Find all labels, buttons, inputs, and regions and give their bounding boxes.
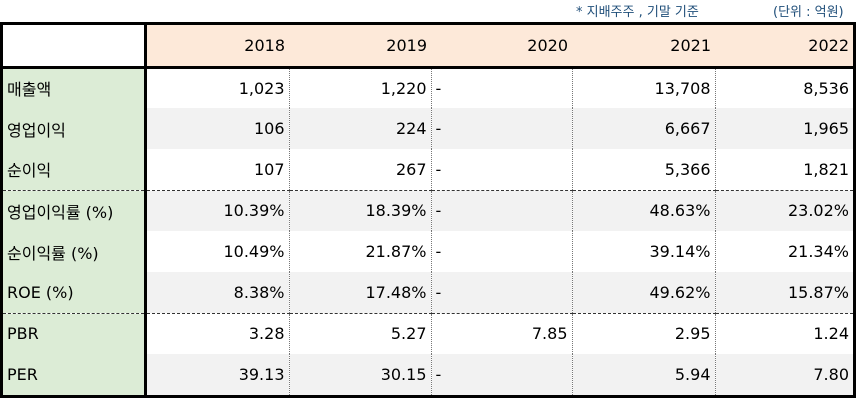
table-row: 매출액 1,023 1,220 - 13,708 8,536	[3, 67, 853, 108]
table-row: 영업이익 106 224 - 6,667 1,965	[3, 108, 853, 149]
cell-value: 39.14%	[572, 231, 716, 272]
row-label: 영업이익	[3, 108, 147, 149]
table-row: 영업이익률 (%) 10.39% 18.39% - 48.63% 23.02%	[3, 190, 853, 231]
row-label: ROE (%)	[3, 272, 147, 314]
cell-value: 5.94	[572, 354, 716, 395]
cell-value: 39.13	[145, 354, 290, 395]
cell-value: 7.85	[431, 313, 573, 354]
table-row: PER 39.13 30.15 - 5.94 7.80	[3, 354, 853, 395]
cell-value: 23.02%	[715, 190, 853, 231]
cell-value: 1,023	[145, 67, 290, 108]
cell-value: 2.95	[572, 313, 716, 354]
year-header: 2019	[289, 25, 431, 69]
table-row: ROE (%) 8.38% 17.48% - 49.62% 15.87%	[3, 272, 853, 314]
cell-value: 5.27	[289, 313, 432, 354]
table-row: 순이익률 (%) 10.49% 21.87% - 39.14% 21.34%	[3, 231, 853, 272]
cell-value: 18.39%	[289, 190, 432, 231]
cell-value: 8.38%	[145, 272, 290, 314]
cell-value: 49.62%	[572, 272, 716, 314]
row-label: 매출액	[3, 67, 147, 108]
cell-value: 267	[289, 149, 432, 191]
table-row: PBR 3.28 5.27 7.85 2.95 1.24	[3, 313, 853, 354]
cell-value: 106	[145, 108, 290, 149]
cell-value: 10.49%	[145, 231, 290, 272]
cell-value: 3.28	[145, 313, 290, 354]
cell-value: -	[431, 190, 573, 231]
cell-value: 17.48%	[289, 272, 432, 314]
cell-value: -	[431, 108, 573, 149]
cell-value: 6,667	[572, 108, 716, 149]
cell-value: 1,965	[715, 108, 853, 149]
cell-value: -	[431, 231, 573, 272]
financial-table: 2018 2019 2020 2021 2022 매출액 1,023 1,220…	[0, 22, 856, 398]
cell-value: 48.63%	[572, 190, 716, 231]
row-label: 영업이익률 (%)	[3, 190, 147, 231]
cell-value: 21.87%	[289, 231, 432, 272]
cell-value: -	[431, 149, 573, 191]
cell-value: 13,708	[572, 67, 716, 108]
cell-value: 21.34%	[787, 242, 849, 261]
cell-value: 10.39%	[145, 190, 290, 231]
row-label: PBR	[3, 313, 147, 354]
row-label: PER	[3, 354, 147, 395]
cell-value: 5,366	[572, 149, 716, 191]
cell-value: -	[431, 67, 573, 108]
header-corner	[3, 25, 147, 69]
header-row: 2018 2019 2020 2021 2022	[3, 25, 853, 69]
year-header: 2020	[431, 25, 572, 69]
cell-value: 224	[289, 108, 432, 149]
table-row: 순이익 107 267 - 5,366 1,821	[3, 149, 853, 191]
cell-value: 15.87%	[715, 272, 853, 314]
cell-value: 7.80	[715, 354, 853, 395]
basis-note: * 지배주주 , 기말 기준	[576, 5, 699, 20]
row-label: 순이익	[3, 149, 147, 191]
unit-note: (단위 : 억원)	[773, 5, 844, 20]
cell-value: 1,220	[289, 67, 432, 108]
cell-value: -	[431, 272, 573, 314]
cell-value: 1.24	[813, 324, 849, 344]
year-header: 2021	[572, 25, 715, 69]
year-header: 2022	[715, 25, 853, 69]
cell-value: 30.15	[289, 354, 432, 395]
year-header: 2018	[145, 25, 289, 69]
row-label: 순이익률 (%)	[3, 231, 147, 272]
cell-value: -	[431, 354, 573, 395]
cell-value: 1,821	[715, 149, 853, 191]
cell-value: 8,536	[803, 78, 849, 98]
cell-value: 107	[145, 149, 290, 191]
